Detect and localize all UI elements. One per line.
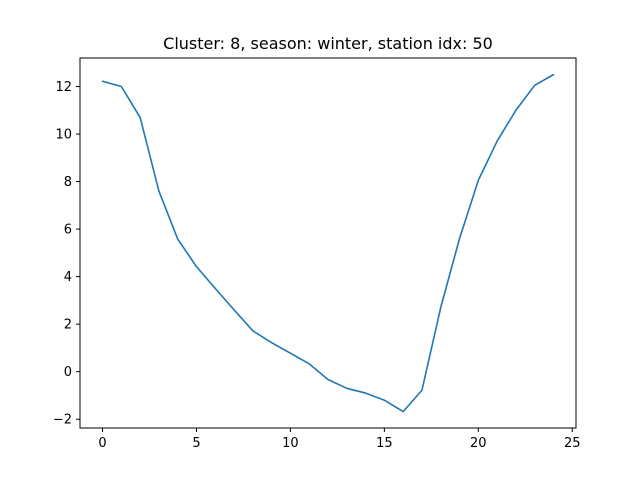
plot-area	[101, 73, 555, 413]
x-tick-label: 20	[470, 436, 487, 451]
y-tick-label: 12	[55, 80, 72, 95]
series-line-0	[101, 73, 555, 413]
y-tick-label: 2	[64, 318, 72, 333]
y-tick-label: 4	[64, 270, 72, 285]
axis-ticks: 0 5 10 15 20 25 −2 0 2 4 6 8 10 12	[53, 80, 581, 451]
y-tick-label: −2	[53, 413, 72, 428]
chart-title: Cluster: 8, season: winter, station idx:…	[163, 34, 493, 53]
y-tick-label: 6	[64, 223, 72, 238]
x-tick-label: 10	[282, 436, 299, 451]
axes-frame	[79, 57, 577, 429]
y-tick-label: 10	[55, 128, 72, 143]
x-tick-label: 5	[192, 436, 200, 451]
x-tick-label: 15	[376, 436, 393, 451]
x-tick-label: 0	[98, 436, 106, 451]
y-tick-label: 0	[64, 365, 72, 380]
y-tick-label: 8	[64, 175, 72, 190]
x-tick-label: 25	[564, 436, 581, 451]
